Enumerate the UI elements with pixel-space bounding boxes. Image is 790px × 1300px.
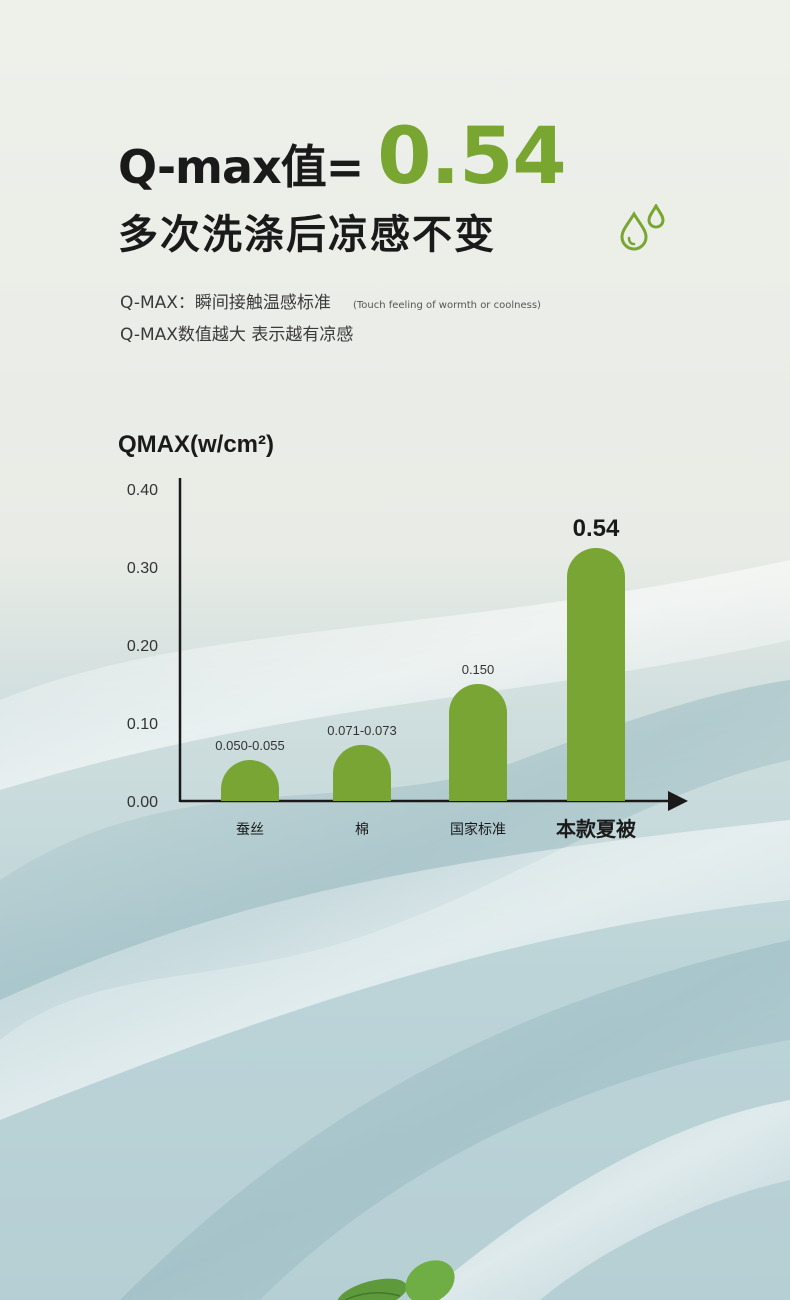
- water-drops-icon: [620, 204, 665, 251]
- y-tick-label: 0.20: [127, 638, 158, 655]
- x-category-label: 国家标准: [450, 821, 506, 838]
- bar-data-label: 0.150: [462, 662, 495, 677]
- bar-data-label: 0.54: [573, 515, 620, 542]
- y-axis-label: QMAX(w/cm²): [118, 431, 274, 458]
- description-line-1: Q-MAX：瞬间接触温感标准 (Touch feeling of wormth o…: [120, 288, 541, 313]
- qmax-bar-chart: QMAX(w/cm²) 0.00 0.10 0.20 0.30 0.40 0.050-0…: [118, 431, 688, 841]
- y-tick-label: 0.30: [127, 560, 158, 577]
- bar-1: [333, 744, 391, 801]
- page-title: Q-max值= 0.54: [118, 112, 567, 202]
- y-tick-label: 0.00: [127, 794, 158, 811]
- x-category-label: 棉: [355, 821, 369, 838]
- x-category-label: 本款夏被: [556, 817, 637, 841]
- description-line-2: Q-MAX数值越大 表示越有凉感: [120, 325, 354, 345]
- qmax-definition: Q-MAX：瞬间接触温感标准: [120, 293, 331, 313]
- y-tick-label: 0.10: [127, 716, 158, 733]
- mint-leaf-decoration: [337, 1260, 455, 1300]
- bar-2: [449, 684, 507, 801]
- y-tick-label: 0.40: [127, 482, 158, 499]
- bar-data-label: 0.050-0.055: [215, 738, 284, 753]
- title-prefix: Q-max值=: [118, 140, 364, 194]
- qmax-definition-note: (Touch feeling of wormth or coolness): [352, 300, 541, 311]
- x-axis-arrow: [668, 791, 688, 811]
- title-value: 0.54: [377, 112, 566, 202]
- bar-0: [221, 760, 279, 801]
- bar-3: [567, 548, 625, 801]
- subtitle: 多次洗涤后凉感不变: [118, 212, 496, 258]
- x-category-label: 蚕丝: [236, 822, 264, 838]
- bar-data-label: 0.071-0.073: [327, 723, 396, 738]
